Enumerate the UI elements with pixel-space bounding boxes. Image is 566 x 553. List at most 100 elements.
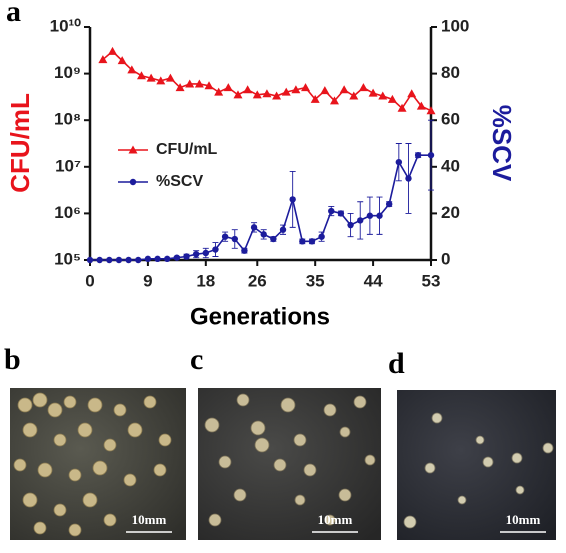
panel-label: d xyxy=(388,347,405,380)
y2-tick-label: 40 xyxy=(441,156,460,175)
point xyxy=(427,151,435,159)
point xyxy=(156,76,166,85)
point xyxy=(204,81,214,90)
y2-tick-label: 60 xyxy=(441,110,460,129)
y-tick-label: 10⁵ xyxy=(54,249,81,268)
point xyxy=(115,256,123,264)
legend-marker xyxy=(129,178,137,186)
y2-axis-title: %SCV xyxy=(487,105,517,182)
point xyxy=(214,87,224,96)
x-axis-title: Generations xyxy=(190,303,330,330)
point xyxy=(146,73,156,82)
x-tick-label: 0 xyxy=(85,271,94,290)
y2-tick-label: 100 xyxy=(441,16,469,35)
point xyxy=(252,90,262,99)
x-tick-label: 44 xyxy=(364,271,383,290)
x-tick-label: 53 xyxy=(422,271,441,290)
point xyxy=(358,83,368,92)
legend-label: CFU/mL xyxy=(156,141,218,158)
point xyxy=(281,87,291,96)
point xyxy=(376,212,383,219)
point xyxy=(136,71,146,80)
photo-d: 10mm xyxy=(397,390,556,540)
point xyxy=(416,101,426,110)
point xyxy=(329,96,339,105)
point xyxy=(291,85,301,94)
point xyxy=(289,196,296,203)
point xyxy=(349,91,359,100)
point xyxy=(106,256,113,264)
point xyxy=(144,255,152,263)
plot: 0 9 18 26 35 44 53 10⁵ 10⁶ 10⁷ 10⁸ 10⁹ 10¹⁰ 0 20 40 60 80… xyxy=(50,16,470,290)
point xyxy=(164,255,171,263)
point xyxy=(368,88,378,97)
point xyxy=(272,91,282,100)
point xyxy=(125,256,132,264)
x-tick-label: 26 xyxy=(248,271,267,290)
legend-label: %SCV xyxy=(156,173,203,190)
point xyxy=(270,235,277,243)
point xyxy=(310,94,320,103)
point xyxy=(405,175,412,182)
scale-label: 10mm xyxy=(318,512,353,527)
point xyxy=(241,247,248,254)
point xyxy=(387,94,397,103)
point xyxy=(98,55,108,64)
point xyxy=(233,90,243,99)
y2-tick-label: 80 xyxy=(441,63,460,82)
y2-tick-label: 20 xyxy=(441,203,460,222)
point xyxy=(385,200,393,208)
point xyxy=(328,207,335,215)
point xyxy=(320,86,330,95)
point xyxy=(117,56,127,65)
point xyxy=(299,238,306,245)
scale-label: 10mm xyxy=(506,512,541,527)
point xyxy=(260,231,267,238)
photo-c: 10mm xyxy=(198,388,381,540)
point xyxy=(308,238,316,245)
point xyxy=(185,79,195,88)
panel-label: b xyxy=(4,343,21,376)
point xyxy=(279,226,287,233)
point xyxy=(262,89,272,98)
point xyxy=(202,249,210,257)
point xyxy=(378,91,388,100)
point xyxy=(173,254,181,261)
point xyxy=(337,210,345,217)
point xyxy=(221,233,229,240)
point xyxy=(339,85,349,94)
point xyxy=(165,73,175,82)
point xyxy=(357,217,364,224)
point xyxy=(366,212,374,219)
point xyxy=(194,79,204,88)
point xyxy=(347,221,354,229)
y-tick-label: 10⁶ xyxy=(54,203,81,222)
point xyxy=(414,151,422,159)
point xyxy=(318,233,325,240)
x-tick-label: 9 xyxy=(143,271,152,290)
point xyxy=(212,246,219,253)
scale-label: 10mm xyxy=(132,512,167,527)
y2-tick-label: 0 xyxy=(441,249,450,268)
point xyxy=(395,158,403,166)
point xyxy=(243,85,253,94)
point xyxy=(135,256,142,264)
point xyxy=(397,103,407,112)
point xyxy=(175,83,185,92)
photo-b: 10mm xyxy=(10,388,186,540)
point xyxy=(407,89,417,98)
point xyxy=(223,83,233,92)
y-axis-title: CFU/mL xyxy=(5,93,35,193)
point xyxy=(301,83,311,92)
panel-label: a xyxy=(6,0,21,28)
y-tick-label: 10⁷ xyxy=(55,156,81,175)
point xyxy=(250,224,258,231)
point xyxy=(108,46,118,55)
point xyxy=(192,250,200,258)
x-tick-label: 18 xyxy=(196,271,215,290)
point xyxy=(127,65,137,74)
panel-label: c xyxy=(190,343,203,376)
y-tick-label: 10⁸ xyxy=(54,110,81,129)
point xyxy=(96,256,103,264)
